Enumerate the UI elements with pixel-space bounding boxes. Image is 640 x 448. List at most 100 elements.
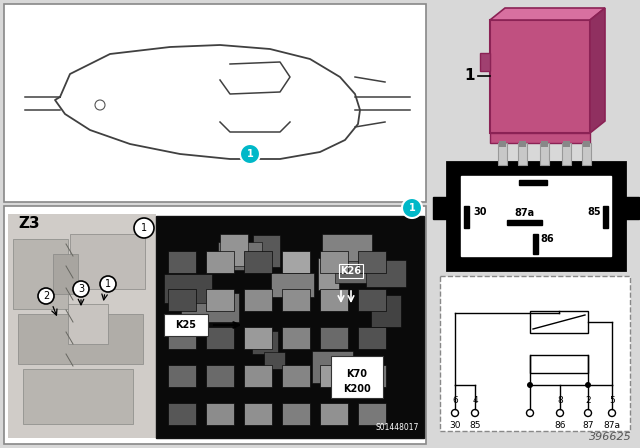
Text: 85: 85 (469, 421, 481, 430)
Bar (440, 276, 630, 431)
Bar (181, 293, 239, 322)
Bar (23, 369, 133, 424)
Bar (530, 355, 588, 373)
Circle shape (100, 276, 116, 292)
Text: 30: 30 (449, 421, 461, 430)
Text: 87a: 87a (604, 421, 621, 430)
Circle shape (402, 198, 422, 218)
Bar (206, 403, 234, 425)
Text: 396625: 396625 (589, 432, 632, 442)
Text: 1: 1 (141, 223, 147, 233)
Bar (433, 197, 447, 219)
Bar (206, 365, 234, 387)
Bar (312, 351, 353, 383)
Text: 5: 5 (609, 396, 615, 405)
Bar (499, 141, 506, 147)
Circle shape (134, 218, 154, 238)
Bar (320, 403, 348, 425)
Bar (530, 311, 588, 333)
Bar (498, 143, 507, 165)
Circle shape (472, 409, 479, 417)
Bar (540, 143, 549, 165)
Text: 86: 86 (554, 421, 566, 430)
Bar (220, 234, 248, 266)
Bar (371, 295, 401, 327)
Bar (4, 206, 426, 444)
Text: 3: 3 (78, 284, 84, 294)
Text: 8: 8 (557, 396, 563, 405)
Text: S01448017: S01448017 (376, 423, 419, 432)
Circle shape (585, 382, 591, 388)
Bar (518, 143, 527, 165)
Bar (541, 141, 548, 147)
Bar (164, 314, 208, 336)
Bar (68, 304, 108, 344)
Polygon shape (490, 8, 605, 20)
Text: 2: 2 (43, 291, 49, 301)
Circle shape (240, 144, 260, 164)
Bar (320, 289, 348, 311)
Text: 6: 6 (452, 396, 458, 405)
Bar (164, 274, 212, 303)
Text: K26: K26 (340, 266, 362, 276)
Bar (282, 403, 310, 425)
Bar (318, 258, 339, 290)
Text: 30: 30 (473, 207, 486, 217)
Bar (253, 235, 280, 267)
Bar (603, 206, 608, 228)
Bar (218, 242, 262, 270)
Bar (271, 273, 314, 297)
Bar (519, 180, 547, 185)
Bar (264, 352, 285, 369)
Text: 1: 1 (408, 203, 415, 213)
Text: K200: K200 (343, 384, 371, 394)
Text: 87: 87 (526, 166, 540, 176)
Bar (168, 403, 196, 425)
Circle shape (609, 409, 616, 417)
Bar (206, 327, 234, 349)
Text: 4: 4 (472, 396, 478, 405)
Bar (562, 143, 571, 165)
Text: 1: 1 (246, 149, 253, 159)
Bar (358, 327, 386, 349)
Bar (533, 234, 538, 254)
Bar (322, 234, 372, 261)
Bar (464, 206, 469, 228)
Text: 2: 2 (585, 396, 591, 405)
Bar (320, 251, 348, 273)
Circle shape (527, 409, 534, 417)
Bar (335, 255, 368, 283)
Bar (490, 133, 590, 143)
Text: K25: K25 (175, 320, 196, 330)
Text: Z3: Z3 (18, 216, 40, 232)
Circle shape (584, 409, 591, 417)
Circle shape (38, 288, 54, 304)
Bar (206, 251, 234, 273)
Bar (625, 197, 639, 219)
Bar (282, 251, 310, 273)
Bar (252, 331, 278, 354)
Bar (358, 365, 386, 387)
Bar (168, 289, 196, 311)
Circle shape (451, 409, 458, 417)
Bar (53, 254, 78, 294)
Circle shape (73, 281, 89, 297)
Bar (480, 53, 490, 71)
Text: 85: 85 (588, 207, 601, 217)
Circle shape (527, 382, 533, 388)
Bar (156, 216, 424, 438)
Bar (18, 314, 143, 364)
Bar (331, 356, 383, 398)
Text: 86: 86 (540, 234, 554, 244)
Bar (244, 251, 272, 273)
Bar (563, 141, 570, 147)
Bar (582, 143, 591, 165)
Bar (4, 4, 426, 202)
Bar (282, 289, 310, 311)
Bar (461, 176, 611, 256)
Bar (358, 289, 386, 311)
Bar (330, 235, 352, 251)
Bar (70, 234, 145, 289)
Bar (8, 214, 156, 438)
Polygon shape (590, 8, 605, 133)
